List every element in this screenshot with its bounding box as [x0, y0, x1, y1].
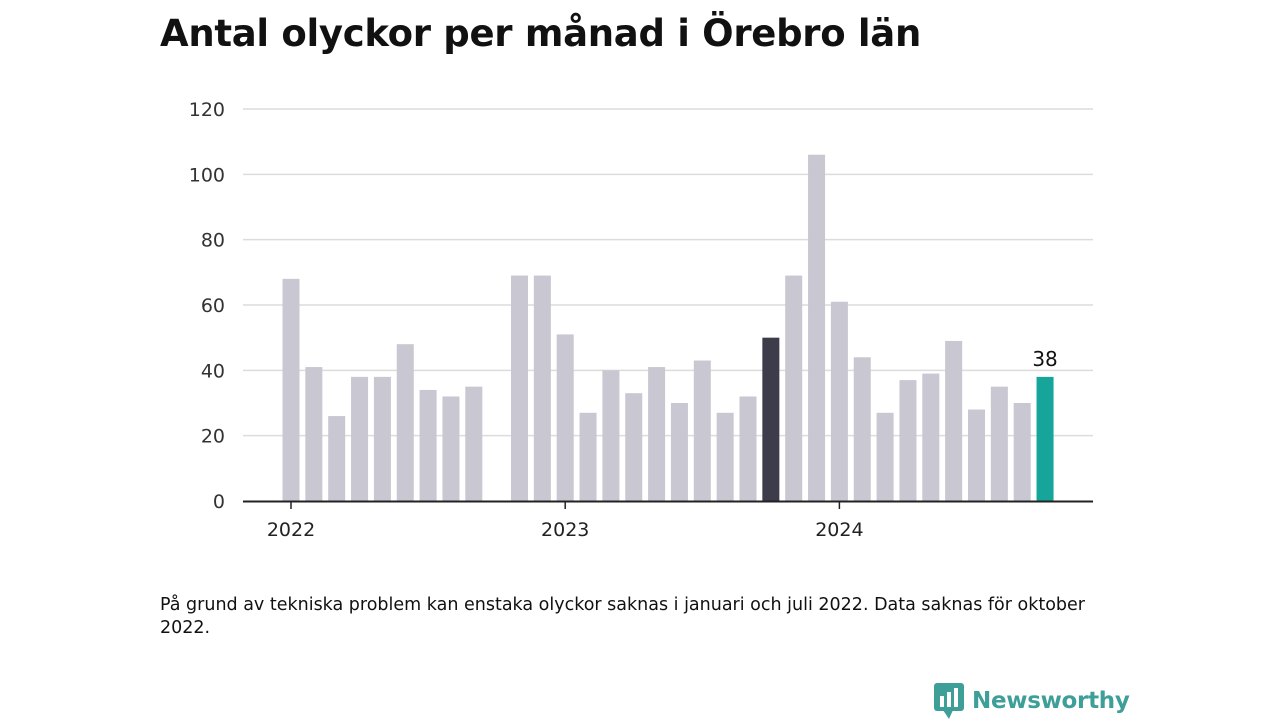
bar-2023-09 [739, 396, 757, 501]
chart-title: Antal olyckor per månad i Örebro län [160, 12, 921, 55]
bar-2024-07 [968, 409, 985, 501]
bar-2022-12 [533, 275, 551, 501]
brand: Newsworthy [934, 682, 1130, 720]
bar-2022-02 [305, 367, 323, 501]
y-tick-label: 80 [201, 230, 225, 252]
bar-2024-05 [922, 373, 940, 501]
bar-2023-08 [716, 412, 734, 501]
x-tick-label: 2023 [541, 519, 589, 541]
bar-2024-04 [899, 380, 917, 501]
bar-2022-07 [419, 389, 437, 501]
bar-chart: 0 20 40 60 80 100 120 2022 2023 2024 38 [189, 99, 1093, 541]
bar-2024-10 [1036, 376, 1054, 501]
footnote: På grund av tekniska problem kan enstaka… [160, 595, 1085, 638]
brand-name: Newsworthy [972, 688, 1130, 714]
bar-2022-05 [373, 376, 391, 501]
y-tick-label: 120 [189, 99, 225, 121]
bar-2023-04 [625, 393, 643, 501]
bar-2024-03 [876, 412, 894, 501]
y-tick-label: 40 [201, 360, 225, 382]
bar-2023-03 [602, 370, 620, 501]
bar-2023-07 [693, 360, 711, 501]
data-label: 38 [1032, 347, 1057, 371]
newsworthy-logo-icon [934, 683, 964, 719]
x-tick-label: 2024 [815, 519, 863, 541]
bar-2022-08 [442, 396, 460, 501]
bar-2022-04 [351, 376, 369, 501]
bar-2022-06 [396, 344, 414, 501]
bar-2023-11 [785, 275, 803, 501]
y-tick-label: 20 [201, 426, 225, 448]
bar-2023-02 [579, 412, 597, 501]
bar-2023-05 [648, 367, 666, 501]
y-tick-label: 100 [189, 164, 225, 186]
data-labels: 38 [1032, 347, 1057, 371]
bar-2024-09 [1013, 403, 1031, 501]
bar-2024-06 [945, 340, 963, 501]
bar-2022-09 [465, 386, 483, 501]
x-tick-label: 2022 [267, 519, 315, 541]
bar-2022-01 [282, 278, 300, 501]
y-axis-tick-labels: 0 20 40 60 80 100 120 [189, 99, 225, 513]
bar-2022-11 [511, 275, 528, 501]
bar-2024-02 [853, 357, 871, 501]
gridlines [243, 108, 1093, 437]
y-tick-label: 0 [213, 491, 225, 513]
bar-2024-08 [990, 386, 1008, 501]
bars [282, 154, 1054, 501]
y-tick-label: 60 [201, 295, 225, 317]
bar-2022-03 [328, 416, 346, 501]
bar-2023-01 [556, 334, 574, 501]
x-axis-tick-labels: 2022 2023 2024 [267, 519, 864, 541]
bar-2023-06 [670, 403, 688, 501]
x-axis [243, 500, 1093, 509]
bar-2023-12 [808, 154, 826, 501]
bar-2023-10 [762, 337, 780, 501]
bar-2024-01 [830, 301, 848, 501]
